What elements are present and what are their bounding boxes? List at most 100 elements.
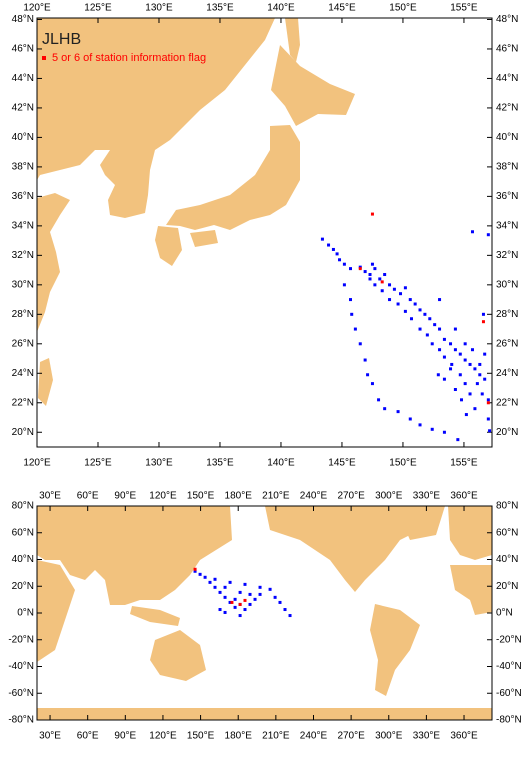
station-point [366,373,370,377]
y-tick-label: 40°N [496,132,518,143]
station-point [198,572,202,576]
station-point [418,308,422,312]
station-point [409,317,413,321]
y-tick-label: 80°N [12,501,34,512]
station-point [453,327,457,331]
y-tick-label: 30°N [496,279,518,290]
station-point [327,243,331,247]
station-point [449,367,453,371]
station-point [378,277,382,281]
station-point [388,298,392,302]
station-point [233,605,237,609]
y-tick-label: 36°N [496,191,518,202]
station-point [213,577,217,581]
station-point [430,427,434,431]
station-point [430,342,434,346]
y-tick-label: 20°N [496,427,518,438]
station-point [238,602,242,606]
station-point [223,610,227,614]
x-tick-label: 240°E [300,731,328,742]
y-tick-label: 20°N [12,427,34,438]
y-tick-label: -80°N [8,715,34,726]
station-point [486,417,490,421]
y-tick-label: 24°N [496,368,518,379]
station-point [373,283,377,287]
station-point [258,585,262,589]
land-regional [37,18,355,406]
station-point [458,352,462,356]
x-tick-label: 360°E [450,731,478,742]
station-point [331,247,335,251]
station-point [248,602,252,606]
y-tick-label: -60°N [8,688,34,699]
station-point [370,382,374,386]
y-tick-label: -40°N [8,661,34,672]
y-tick-label: 0°N [17,608,34,619]
y-tick-label: 26°N [496,338,518,349]
station-point [481,320,485,324]
y-tick-label: 40°N [12,554,34,565]
station-point [342,283,346,287]
station-point [228,580,232,584]
x-tick-label: 125°E [84,458,112,469]
x-tick-label: 30°E [39,491,61,502]
y-tick-label: -60°N [496,688,522,699]
map-title: JLHB [42,31,81,48]
station-point [238,590,242,594]
x-tick-label: 300°E [375,491,403,502]
station-point [193,569,197,573]
y-tick-label: 22°N [12,397,34,408]
station-point [423,312,427,316]
station-point [368,277,372,281]
station-point [442,377,446,381]
x-tick-label: 155°E [450,458,478,469]
y-tick-label: 44°N [496,73,518,84]
station-point [433,323,437,327]
y-tick-label: 34°N [12,221,34,232]
station-point [243,608,247,612]
station-point [436,373,440,377]
station-point [473,407,477,411]
station-point [478,373,482,377]
station-point [348,298,352,302]
station-point [464,413,468,417]
station-point [383,273,387,277]
station-point [370,262,374,266]
station-point [460,398,464,402]
station-point [470,348,474,352]
x-tick-label: 210°E [262,731,290,742]
station-point [342,262,346,266]
x-tick-label: 130°E [145,3,173,14]
station-point [218,590,222,594]
x-tick-label: 330°E [413,491,441,502]
y-tick-label: 38°N [496,162,518,173]
x-tick-label: 140°E [267,458,295,469]
station-point [335,252,339,256]
x-tick-label: 145°E [328,3,356,14]
y-tick-label: 48°N [496,14,518,25]
station-point [392,287,396,291]
station-point [428,317,432,321]
station-point [486,398,490,402]
x-tick-label: 60°E [77,491,99,502]
station-point [453,348,457,352]
station-point [403,286,407,290]
y-tick-label: 36°N [12,191,34,202]
x-tick-label: 120°E [23,458,51,469]
station-point [425,333,429,337]
x-tick-label: 270°E [337,731,365,742]
x-tick-label: 140°E [267,3,295,14]
station-point [358,267,362,271]
x-tick-label: 150°E [389,458,417,469]
station-point [483,377,487,381]
station-point [463,382,467,386]
station-point [468,362,472,366]
station-point [350,312,354,316]
y-tick-label: 32°N [12,250,34,261]
legend-swatch [42,56,46,60]
x-tick-label: 180°E [225,491,253,502]
x-tick-label: 120°E [149,731,177,742]
station-point [442,337,446,341]
x-tick-label: 130°E [145,458,173,469]
